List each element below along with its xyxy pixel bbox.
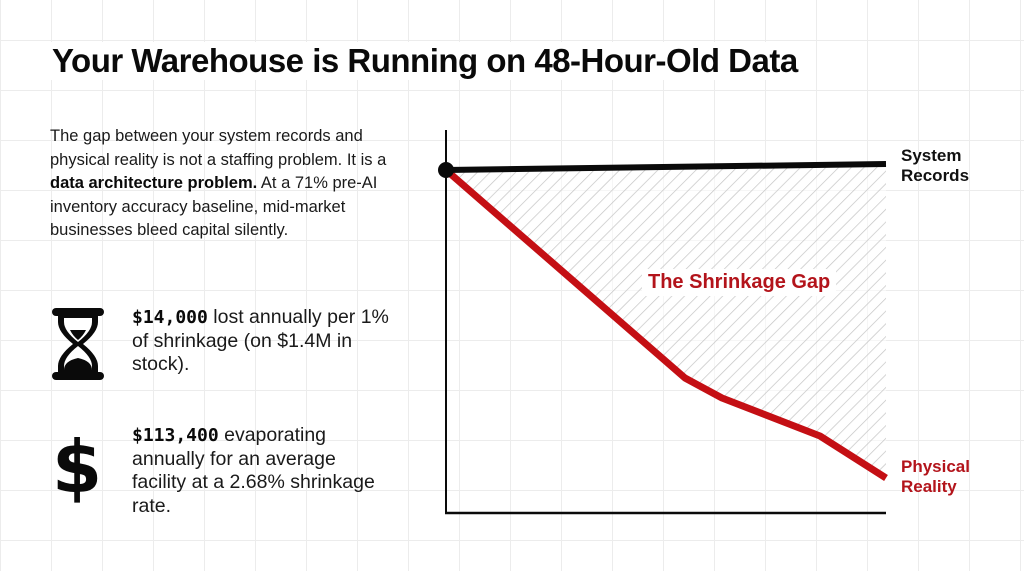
stat-description: lost annually per 1% of shrinkage (on $1… <box>132 306 389 375</box>
intro-emphasis: data architecture problem. <box>50 174 258 192</box>
stat-text: $113,400 evaporating annually for an ave… <box>132 424 390 518</box>
label-line: Records <box>901 166 970 185</box>
physical-reality-line <box>443 167 888 481</box>
svg-text:$: $ <box>52 425 102 504</box>
system-records-line <box>445 161 887 173</box>
physical-reality-label: Physical Reality <box>901 457 970 497</box>
origin-point <box>438 162 454 178</box>
stat-text: $14,000 lost annually per 1% of shrinkag… <box>132 306 390 377</box>
shrinkage-gap-label: The Shrinkage Gap <box>642 269 837 296</box>
hourglass-icon <box>52 308 104 380</box>
stat-annual-loss: $ $113,400 evaporating annually for an a… <box>50 424 390 518</box>
intro-text-2: At a 71% pre-AI inventory accuracy basel… <box>50 174 378 239</box>
intro-paragraph: The gap between your system records and … <box>50 125 410 243</box>
page-title: Your Warehouse is Running on 48-Hour-Old… <box>50 42 800 80</box>
dollar-icon: $ <box>52 425 102 504</box>
label-line: Physical <box>901 457 970 476</box>
intro-text-1: The gap between your system records and … <box>50 127 387 169</box>
label-line: Reality <box>901 477 957 496</box>
shrinkage-gap-area <box>446 164 886 478</box>
stat-value: $14,000 <box>132 307 208 328</box>
system-records-label: System Records <box>901 146 969 186</box>
label-line: System <box>901 146 962 165</box>
stat-description: evaporating annually for an average faci… <box>132 424 375 517</box>
stat-value: $113,400 <box>132 425 219 446</box>
stat-shrinkage-per-percent: $14,000 lost annually per 1% of shrinkag… <box>50 306 390 386</box>
